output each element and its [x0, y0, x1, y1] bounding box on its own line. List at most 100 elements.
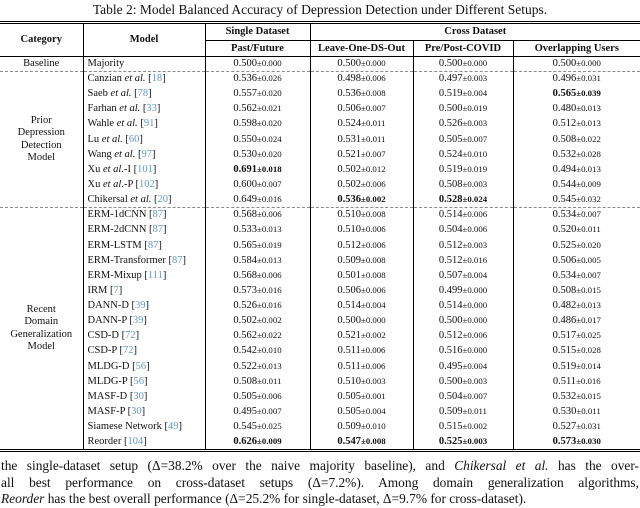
col-header-category: Category: [0, 22, 83, 57]
accuracy-cell: 0.649±0.016: [204, 192, 310, 208]
model-cell: DANN-D [39]: [82, 298, 205, 314]
accuracy-cell: 0.501±0.008: [309, 268, 413, 284]
accuracy-cell: 0.498±0.006: [309, 71, 413, 87]
accuracy-cell: 0.532±0.028: [512, 147, 640, 163]
category-cell: Recent Domain Generalization Model: [0, 207, 83, 451]
accuracy-cell: 0.519±0.014: [512, 359, 640, 375]
model-cell: MASF-D [30]: [82, 389, 205, 405]
accuracy-cell: 0.512±0.003: [412, 238, 513, 254]
accuracy-cell: 0.530±0.011: [512, 404, 640, 420]
citation-link[interactable]: 56: [135, 360, 147, 372]
table-row: MASF-P [30] 0.495±0.007 0.505±0.004 0.509±0…: [0, 404, 640, 420]
accuracy-cell: 0.534±0.007: [512, 207, 640, 224]
accuracy-cell: 0.505±0.007: [412, 132, 513, 148]
accuracy-cell: 0.519±0.004: [412, 86, 513, 102]
citation-link[interactable]: 18: [151, 73, 163, 85]
accuracy-cell: 0.494±0.013: [512, 162, 640, 178]
citation-link[interactable]: 7: [113, 284, 119, 296]
accuracy-cell: 0.500±0.019: [412, 101, 513, 118]
accuracy-cell: 0.565±0.039: [512, 86, 640, 102]
accuracy-cell: 0.524±0.010: [412, 147, 513, 163]
table-row: Farhan et al. [33] 0.562±0.021 0.506±0.007…: [0, 101, 640, 118]
citation-link[interactable]: 97: [141, 148, 152, 160]
accuracy-cell: 0.510±0.003: [309, 374, 413, 390]
accuracy-cell: 0.514±0.000: [412, 298, 513, 314]
accuracy-cell: 0.516±0.000: [412, 344, 513, 360]
table-row: MLDG-D [56] 0.522±0.013 0.511±0.006 0.495±0…: [0, 359, 640, 375]
table-row: Reorder [104] 0.626±0.009 0.547±0.008 0.525…: [0, 435, 640, 451]
accuracy-cell: 0.521±0.002: [309, 329, 413, 345]
accuracy-cell: 0.600±0.007: [204, 177, 310, 193]
citation-link[interactable]: 33: [146, 103, 157, 115]
table-row: CSD-P [72] 0.542±0.010 0.511±0.006 0.516±0.…: [0, 344, 640, 360]
table-header: Category Model Single Dataset Cross Data…: [0, 22, 640, 57]
citation-link[interactable]: 87: [152, 209, 164, 221]
accuracy-cell: 0.500±0.000: [512, 56, 640, 72]
paragraph-line: the single-dataset setup (Δ=38.2% over t…: [1, 457, 639, 473]
accuracy-cell: 0.511±0.016: [512, 374, 640, 390]
col-header-pre-post-covid: Pre/Post-COVID: [412, 40, 513, 57]
citation-link[interactable]: 101: [137, 163, 153, 175]
citation-link[interactable]: 87: [152, 224, 164, 236]
table-row: ERM-LSTM [87] 0.565±0.019 0.512±0.006 0.512…: [0, 238, 640, 254]
accuracy-cell: 0.514±0.004: [309, 298, 413, 314]
citation-link[interactable]: 78: [137, 88, 149, 100]
accuracy-cell: 0.531±0.011: [309, 132, 413, 148]
accuracy-cell: 0.542±0.010: [204, 344, 310, 360]
accuracy-cell: 0.568±0.006: [204, 268, 310, 284]
accuracy-cell: 0.500±0.000: [309, 313, 413, 330]
citation-link[interactable]: 60: [128, 133, 140, 145]
citation-link[interactable]: 91: [143, 118, 155, 130]
accuracy-cell: 0.506±0.005: [512, 253, 640, 269]
table-caption: Table 2: Model Balanced Accuracy of Depr…: [92, 2, 548, 17]
accuracy-cell: 0.584±0.013: [204, 253, 310, 269]
citation-link[interactable]: 49: [167, 421, 179, 433]
accuracy-cell: 0.536±0.002: [309, 192, 413, 208]
table-row: Recent Domain Generalization Model ERM-1dCNN…: [0, 207, 640, 451]
accuracy-cell: 0.532±0.015: [512, 389, 640, 405]
citation-link[interactable]: 30: [133, 390, 144, 402]
citation-link[interactable]: 39: [132, 315, 144, 327]
citation-link[interactable]: 39: [135, 300, 146, 312]
accuracy-cell: 0.520±0.011: [512, 223, 640, 239]
table-row: Wahle et al. [91] 0.598±0.020 0.524±0.011 0…: [0, 117, 640, 133]
accuracy-cell: 0.509±0.011: [412, 404, 513, 420]
citation-link[interactable]: 56: [133, 375, 145, 387]
accuracy-cell: 0.495±0.007: [204, 404, 310, 420]
citation-link[interactable]: 20: [157, 193, 169, 205]
accuracy-cell: 0.495±0.004: [412, 359, 513, 375]
model-cell: ERM-LSTM [87]: [82, 238, 205, 254]
accuracy-cell: 0.525±0.003: [412, 435, 513, 451]
accuracy-cell: 0.506±0.007: [309, 101, 413, 118]
citation-link[interactable]: 87: [171, 254, 183, 266]
citation-link[interactable]: 30: [131, 406, 142, 418]
accuracy-cell: 0.545±0.032: [512, 192, 640, 208]
accuracy-cell: 0.598±0.020: [204, 117, 310, 133]
citation-link[interactable]: 104: [127, 435, 144, 447]
accuracy-cell: 0.509±0.010: [309, 419, 413, 436]
model-cell: Xu et al.-I [101]: [82, 162, 205, 178]
accuracy-cell: 0.534±0.007: [512, 268, 640, 284]
accuracy-cell: 0.562±0.021: [204, 101, 310, 118]
accuracy-cell: 0.504±0.006: [412, 223, 513, 239]
accuracy-cell: 0.517±0.025: [512, 329, 640, 345]
citation-link[interactable]: 87: [147, 239, 159, 251]
model-cell: Lu et al. [60]: [82, 132, 205, 148]
citation-link[interactable]: 72: [125, 330, 136, 342]
accuracy-cell: 0.573±0.016: [204, 283, 310, 299]
accuracy-cell: 0.550±0.024: [204, 132, 310, 148]
citation-link[interactable]: 102: [139, 178, 155, 190]
citation-link[interactable]: 72: [123, 345, 134, 357]
accuracy-cell: 0.512±0.016: [412, 253, 513, 269]
citation-link[interactable]: 111: [147, 269, 163, 281]
table-row: Chikersal et al. [20] 0.649±0.016 0.536±0.…: [0, 192, 640, 208]
accuracy-cell: 0.536±0.008: [309, 86, 413, 102]
model-cell: IRM [7]: [82, 283, 205, 299]
model-cell: Majority: [82, 56, 205, 72]
accuracy-cell: 0.511±0.006: [309, 359, 413, 375]
model-cell: ERM-2dCNN [87]: [82, 223, 205, 239]
accuracy-cell: 0.508±0.015: [512, 283, 640, 299]
table-row: DANN-P [39] 0.502±0.002 0.500±0.000 0.500±0…: [0, 313, 640, 330]
accuracy-cell: 0.508±0.011: [204, 374, 310, 390]
accuracy-cell: 0.499±0.000: [412, 283, 513, 299]
